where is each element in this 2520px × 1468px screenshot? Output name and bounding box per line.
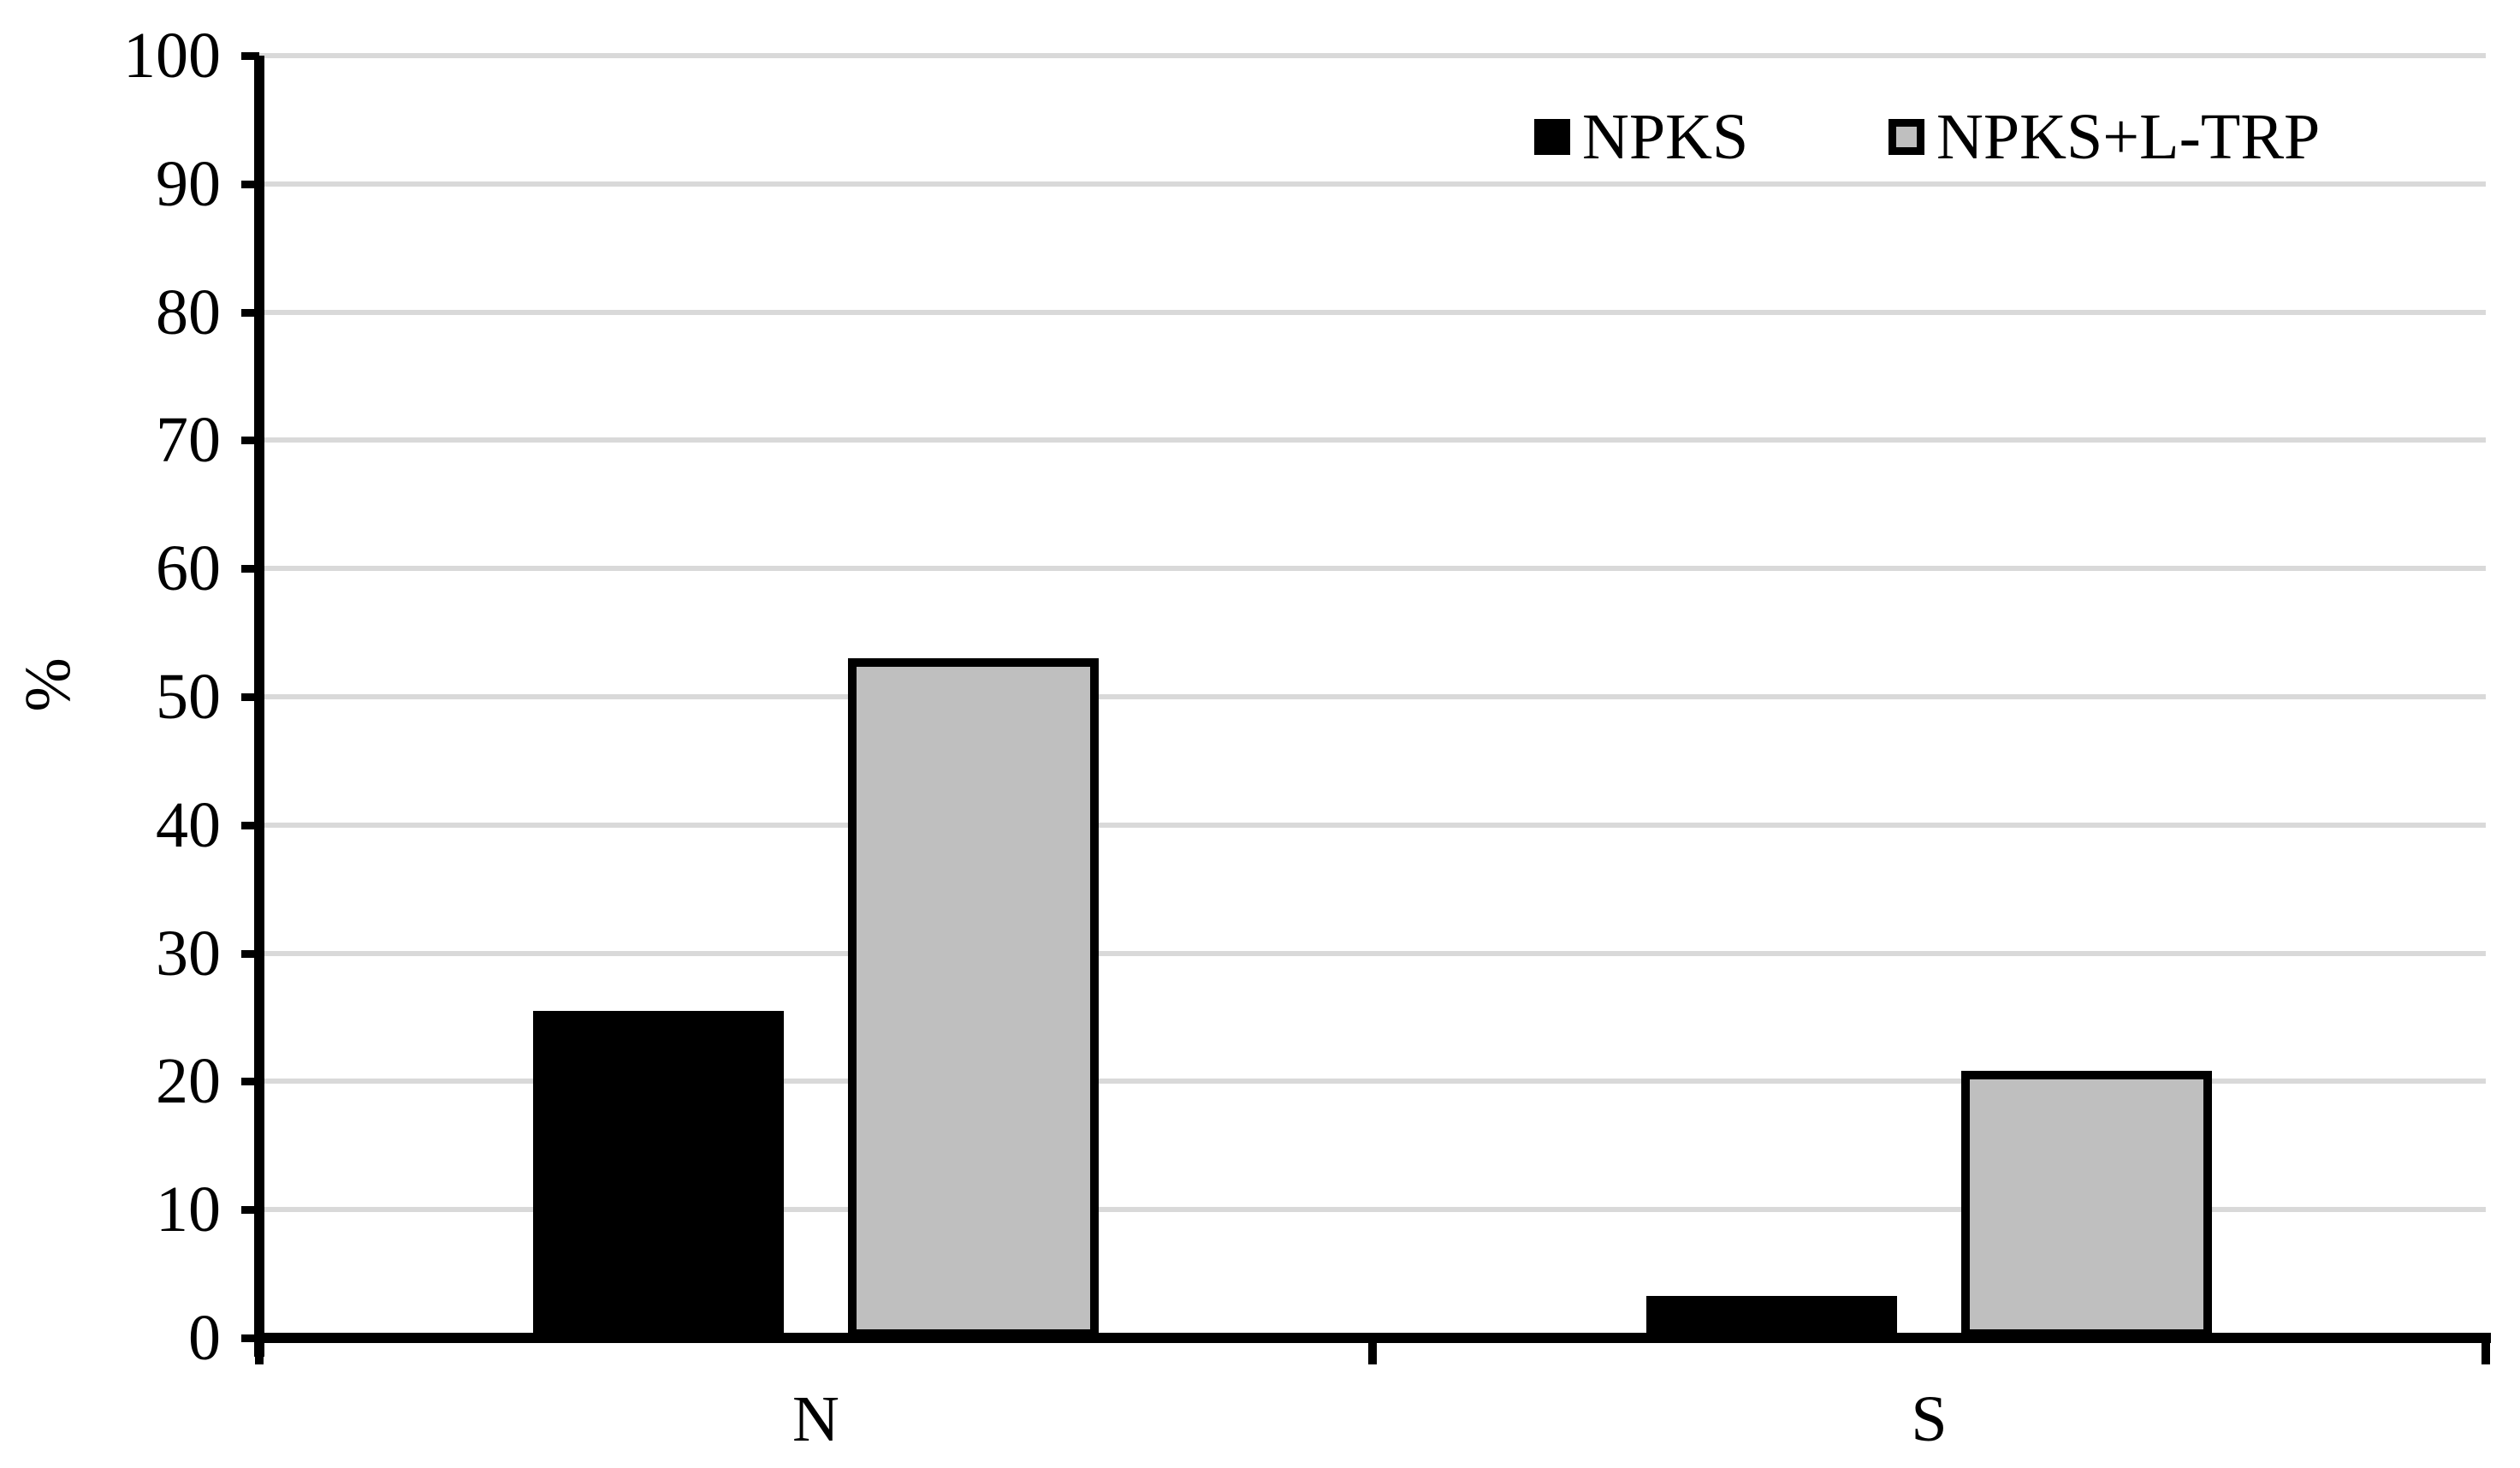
bar-NPKS-S [1646, 1296, 1897, 1338]
y-tick-label-70: 70 [156, 404, 221, 477]
gridline-100 [259, 53, 2486, 58]
y-tick-label-60: 60 [156, 532, 221, 605]
x-axis-tick-1 [1368, 1333, 1377, 1364]
y-tick-label-100: 100 [123, 20, 221, 92]
x-axis-tick-0 [255, 1333, 264, 1364]
legend-label: NPKS [1582, 101, 1749, 173]
gridline-30 [259, 950, 2486, 956]
y-axis-tick-100 [241, 52, 259, 60]
legend-swatch-icon [1889, 119, 1924, 155]
gridline-20 [259, 1079, 2486, 1085]
y-tick-label-90: 90 [156, 147, 221, 220]
x-category-label-N: N [792, 1383, 839, 1455]
y-axis-line [254, 56, 264, 1357]
y-axis-tick-30 [241, 949, 259, 958]
y-axis-tick-10 [241, 1206, 259, 1215]
y-axis-tick-90 [241, 180, 259, 188]
y-axis-tick-60 [241, 565, 259, 574]
bar-NPKS+L-TRP-S [1961, 1071, 2212, 1338]
y-axis-tick-50 [241, 693, 259, 701]
y-axis-tick-70 [241, 437, 259, 445]
gridline-80 [259, 309, 2486, 315]
y-axis-tick-80 [241, 308, 259, 317]
y-tick-label-30: 30 [156, 917, 221, 990]
gridline-10 [259, 1207, 2486, 1213]
gridline-70 [259, 437, 2486, 443]
legend-item-NPKS+L-TRP: NPKS+L-TRP [1889, 96, 2320, 178]
y-tick-label-20: 20 [156, 1045, 221, 1118]
x-category-label-S: S [1911, 1383, 1948, 1455]
y-axis-tick-0 [241, 1334, 259, 1342]
y-axis-tick-20 [241, 1078, 259, 1086]
y-tick-label-50: 50 [156, 661, 221, 733]
y-tick-label-40: 40 [156, 788, 221, 861]
y-tick-label-0: 0 [188, 1302, 221, 1374]
y-axis-title: % [12, 657, 84, 712]
gridline-50 [259, 694, 2486, 699]
y-axis-tick-40 [241, 821, 259, 829]
gridline-40 [259, 822, 2486, 828]
x-axis-tick-2 [2481, 1333, 2490, 1364]
legend-item-NPKS: NPKS [1534, 96, 1748, 178]
legend: NPKS NPKS+L-TRP [0, 96, 2520, 178]
y-tick-label-10: 10 [156, 1174, 221, 1246]
gridline-60 [259, 566, 2486, 572]
gridline-90 [259, 181, 2486, 187]
y-tick-label-80: 80 [156, 276, 221, 348]
bar-NPKS+L-TRP-N [848, 658, 1099, 1338]
bar-NPKS-N [533, 1011, 784, 1338]
legend-swatch-icon [1534, 119, 1570, 155]
legend-label: NPKS+L-TRP [1936, 101, 2321, 173]
